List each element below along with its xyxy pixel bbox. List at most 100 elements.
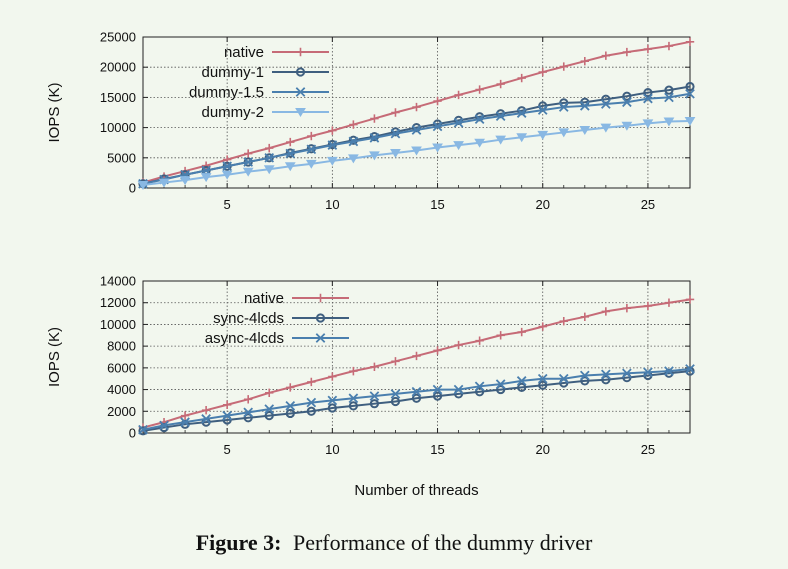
- data-point: [411, 125, 422, 135]
- data-point: [349, 120, 358, 129]
- y-tick-label: 6000: [107, 360, 136, 375]
- data-point: [222, 410, 232, 421]
- data-point: [496, 79, 505, 89]
- legend: native sync-4lcds async-4lcds: [205, 290, 349, 347]
- y-axis-title: IOPS (K): [46, 82, 63, 142]
- data-point: [328, 372, 337, 381]
- data-point: [600, 123, 612, 133]
- data-point: [517, 73, 526, 83]
- legend-label: async-4lcds: [205, 330, 284, 347]
- data-point: [496, 331, 505, 340]
- data-point: [537, 105, 548, 115]
- data-point: [306, 406, 316, 416]
- data-point: [517, 382, 527, 392]
- x-tick-label: 20: [535, 442, 549, 457]
- data-point: [221, 170, 233, 180]
- x-tick-label: 25: [641, 442, 655, 457]
- data-point: [579, 126, 591, 135]
- data-point: [601, 369, 611, 380]
- data-point: [306, 144, 317, 155]
- data-point: [580, 376, 590, 386]
- data-point: [474, 381, 485, 392]
- y-axis-title: IOPS (K): [46, 327, 63, 387]
- data-point: [601, 99, 611, 109]
- series-native: [138, 37, 695, 187]
- data-point: [622, 303, 632, 313]
- data-point: [369, 133, 380, 143]
- data-point: [263, 165, 275, 175]
- data-point: [580, 312, 590, 322]
- data-point: [664, 298, 674, 307]
- data-point: [179, 176, 191, 186]
- data-point: [475, 387, 485, 397]
- data-point: [685, 81, 695, 92]
- data-point: [285, 148, 296, 159]
- figure-caption: Figure 3: Performance of the dummy drive…: [0, 530, 788, 556]
- data-point: [580, 56, 590, 66]
- data-point: [474, 114, 485, 124]
- data-point: [558, 373, 569, 384]
- data-point: [622, 97, 632, 108]
- data-point: [538, 67, 547, 77]
- x-tick-label: 15: [430, 442, 444, 457]
- data-point: [516, 108, 527, 118]
- data-point: [327, 395, 338, 406]
- x-tick-label: 15: [430, 197, 444, 212]
- data-point: [264, 152, 275, 163]
- data-point: [159, 422, 169, 433]
- legend-label: native: [224, 44, 264, 61]
- data-point: [286, 137, 295, 147]
- data-point: [432, 143, 443, 153]
- data-point: [307, 131, 316, 141]
- data-point: [390, 148, 401, 158]
- data-point: [664, 41, 674, 51]
- data-point: [307, 377, 316, 387]
- data-point: [454, 340, 463, 350]
- data-point: [559, 316, 568, 326]
- x-tick-label: 10: [325, 442, 339, 457]
- data-point: [201, 161, 211, 170]
- data-point: [685, 37, 695, 47]
- data-point: [264, 404, 275, 414]
- data-point: [453, 141, 464, 151]
- data-point: [474, 138, 485, 148]
- data-point: [390, 128, 401, 139]
- data-point: [685, 364, 695, 374]
- data-point: [305, 159, 317, 169]
- data-point: [685, 295, 695, 304]
- data-point: [242, 167, 254, 177]
- data-point: [348, 154, 359, 164]
- data-point: [558, 102, 569, 112]
- data-point: [284, 162, 296, 172]
- data-point: [243, 407, 254, 418]
- data-point: [622, 91, 632, 101]
- data-point: [411, 393, 422, 403]
- data-point: [621, 121, 633, 131]
- legend-marker: [295, 87, 306, 97]
- legend-label: dummy-1.5: [189, 84, 264, 101]
- data-point: [516, 376, 527, 386]
- y-tick-label: 25000: [100, 30, 136, 45]
- data-point: [285, 408, 295, 419]
- series-sync-4lcds: [138, 366, 695, 436]
- y-tick-label: 14000: [100, 274, 136, 289]
- legend-marker: [295, 67, 306, 77]
- data-point: [559, 62, 568, 71]
- chart-1: 0 5000 10000 15000 20000 25000 5 10 15 20 25 IOPS (…: [46, 30, 696, 212]
- data-point: [664, 92, 674, 103]
- y-tick-label: 5000: [107, 150, 136, 165]
- data-point: [622, 368, 632, 379]
- data-point: [370, 114, 379, 123]
- data-point: [348, 401, 358, 411]
- data-point: [475, 336, 484, 345]
- data-point: [348, 393, 359, 404]
- data-point: [201, 406, 211, 415]
- data-point: [326, 156, 338, 166]
- data-point: [495, 135, 507, 145]
- y-tick-label: 10000: [100, 317, 136, 332]
- data-point: [306, 397, 317, 408]
- x-tick-label: 5: [224, 197, 231, 212]
- data-point: [200, 173, 212, 183]
